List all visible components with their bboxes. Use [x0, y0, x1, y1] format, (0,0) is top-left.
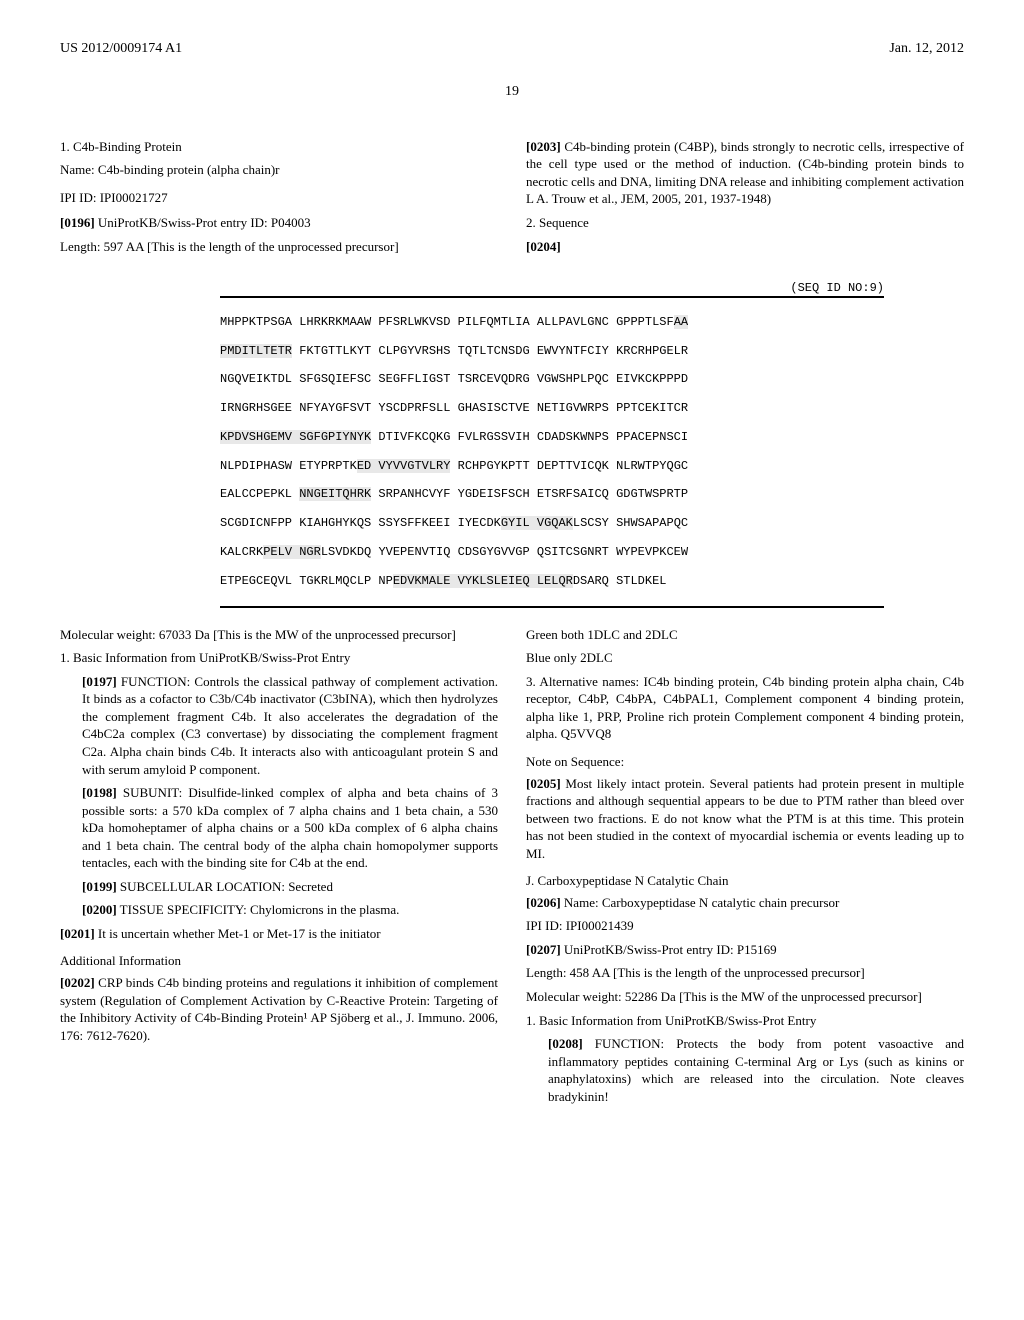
seq-line8a: SCGDICNFPP KIAHGHYKQS SSYSFFKEEI IYECDK: [220, 516, 501, 530]
seq-id-label: (SEQ ID NO:9): [220, 280, 884, 296]
seq-line2b: FKTGTTLKYT CLPGYVRSHS TQTLTCNSDG EWVYNTF…: [292, 344, 688, 358]
right-column-upper: [0203] C4b-binding protein (C4BP), binds…: [526, 138, 964, 262]
section-j-head: J. Carboxypeptidase N Catalytic Chain: [526, 872, 964, 890]
para-0201: [0201] It is uncertain whether Met-1 or …: [60, 925, 498, 943]
left-column-upper: 1. C4b-Binding Protein Name: C4b-binding…: [60, 138, 498, 262]
seq-line7c: SRPANHCVYF YGDEISFSCH ETSRFSAICQ GDGTWSP…: [371, 487, 688, 501]
para-text-0196: UniProtKB/Swiss-Prot entry ID: P04003: [95, 215, 311, 230]
seq-line10b: EDVKMALE VYKLSLEIEQ LELQR: [393, 574, 573, 588]
publication-number: US 2012/0009174 A1: [60, 40, 182, 59]
para-0206: [0206] Name: Carboxypeptidase N catalyti…: [526, 894, 964, 912]
additional-info-head: Additional Information: [60, 952, 498, 970]
para-0208: [0208] FUNCTION: Protects the body from …: [548, 1035, 964, 1105]
j-basic-info-head: 1. Basic Information from UniProtKB/Swis…: [526, 1012, 964, 1030]
para-num-0197: [0197]: [82, 674, 117, 689]
mw-line: Molecular weight: 67033 Da [This is the …: [60, 626, 498, 644]
para-text-0207: UniProtKB/Swiss-Prot entry ID: P15169: [561, 942, 777, 957]
seq-line9a: KALCRK: [220, 545, 263, 559]
page-header: US 2012/0009174 A1 Jan. 12, 2012: [60, 40, 964, 59]
seq-line7a: EALCCPEPKL: [220, 487, 299, 501]
sequence-wrapper: (SEQ ID NO:9) MHPPKTPSGA LHRKRKMAAW PFSR…: [220, 280, 884, 608]
para-num-0206: [0206]: [526, 895, 561, 910]
para-num-0208: [0208]: [548, 1036, 583, 1051]
para-0203: [0203] C4b-binding protein (C4BP), binds…: [526, 138, 964, 208]
para-0205: [0205] Most likely intact protein. Sever…: [526, 775, 964, 863]
lower-columns: Molecular weight: 67033 Da [This is the …: [60, 626, 964, 1112]
seq-line9c: LSVDKDQ YVEPENVTIQ CDSGYGVVGP QSITCSGNRT…: [321, 545, 688, 559]
note-seq-head: Note on Sequence:: [526, 753, 964, 771]
blue-line: Blue only 2DLC: [526, 649, 964, 667]
seq-line10c: DSARQ STLDKEL: [573, 574, 667, 588]
basic-info-head: 1. Basic Information from UniProtKB/Swis…: [60, 649, 498, 667]
alt-names: 3. Alternative names: IC4b binding prote…: [526, 673, 964, 743]
para-num-0198: [0198]: [82, 785, 117, 800]
seq-line5b: DTIVFKCQKG FVLRGSSVIH CDADSKWNPS PPACEPN…: [371, 430, 688, 444]
j-mw: Molecular weight: 52286 Da [This is the …: [526, 988, 964, 1006]
seq-line6b: ED VYVVGTVLRY: [357, 459, 451, 473]
para-0202: [0202] CRP binds C4b binding proteins an…: [60, 974, 498, 1044]
publication-date: Jan. 12, 2012: [889, 40, 964, 59]
seq-line6c: RCHPGYKPTT DEPTTVICQK NLRWTPYQGC: [450, 459, 688, 473]
para-0200: [0200] TISSUE SPECIFICITY: Chylomicrons …: [82, 901, 498, 919]
seq-line8b: GYIL VGQAK: [501, 516, 573, 530]
para-num-0204: [0204]: [526, 239, 561, 254]
section-i-title: 1. C4b-Binding Protein: [60, 138, 498, 156]
upper-columns: 1. C4b-Binding Protein Name: C4b-binding…: [60, 138, 964, 262]
para-0199: [0199] SUBCELLULAR LOCATION: Secreted: [82, 878, 498, 896]
seq-line4: IRNGRHSGEE NFYAYGFSVT YSCDPRFSLL GHASISC…: [220, 401, 688, 415]
j-ipi: IPI ID: IPI00021439: [526, 917, 964, 935]
para-text-0203: C4b-binding protein (C4BP), binds strong…: [526, 139, 964, 207]
para-num-0196: [0196]: [60, 215, 95, 230]
para-text-0208: FUNCTION: Protects the body from potent …: [548, 1036, 964, 1104]
length-line: Length: 597 AA [This is the length of th…: [60, 238, 498, 256]
seq-line1a: MHPPKTPSGA LHRKRKMAAW PFSRLWKVSD PILFQMT…: [220, 315, 674, 329]
para-num-0205: [0205]: [526, 776, 561, 791]
para-text-0198: SUBUNIT: Disulfide-linked complex of alp…: [82, 785, 498, 870]
para-text-0205: Most likely intact protein. Several pati…: [526, 776, 964, 861]
para-text-0206: Name: Carboxypeptidase N catalytic chain…: [561, 895, 840, 910]
para-0198: [0198] SUBUNIT: Disulfide-linked complex…: [82, 784, 498, 872]
para-0197: [0197] FUNCTION: Controls the classical …: [82, 673, 498, 778]
para-num-0207: [0207]: [526, 942, 561, 957]
sequence-head: 2. Sequence: [526, 214, 964, 232]
seq-line7b: NNGEITQHRK: [299, 487, 371, 501]
page-number: 19: [60, 83, 964, 102]
seq-line6a: NLPDIPHASW ETYPRPTK: [220, 459, 357, 473]
para-num-0200: [0200]: [82, 902, 117, 917]
para-num-0199: [0199]: [82, 879, 117, 894]
para-text-0201: It is uncertain whether Met-1 or Met-17 …: [95, 926, 381, 941]
green-line: Green both 1DLC and 2DLC: [526, 626, 964, 644]
para-0207: [0207] UniProtKB/Swiss-Prot entry ID: P1…: [526, 941, 964, 959]
para-num-0202: [0202]: [60, 975, 95, 990]
seq-line5a: KPDVSHGEMV SGFGPIYNYK: [220, 430, 371, 444]
para-text-0200: TISSUE SPECIFICITY: Chylomicrons in the …: [117, 902, 400, 917]
sequence-block: MHPPKTPSGA LHRKRKMAAW PFSRLWKVSD PILFQMT…: [220, 296, 884, 608]
j-length: Length: 458 AA [This is the length of th…: [526, 964, 964, 982]
seq-line9b: PELV NGR: [263, 545, 321, 559]
seq-line3: NGQVEIKTDL SFGSQIEFSC SEGFFLIGST TSRCEVQ…: [220, 372, 688, 386]
ipi-id: IPI ID: IPI00021727: [60, 189, 498, 207]
seq-line2a: PMDITLTETR: [220, 344, 292, 358]
para-num-0201: [0201]: [60, 926, 95, 941]
seq-line8c: LSCSY SHWSAPAPQC: [573, 516, 688, 530]
seq-line10a: ETPEGCEQVL TGKRLMQCLP NP: [220, 574, 393, 588]
para-text-0197: FUNCTION: Controls the classical pathway…: [82, 674, 498, 777]
para-0204: [0204]: [526, 238, 964, 256]
protein-name: Name: C4b-binding protein (alpha chain)r: [60, 161, 498, 179]
right-column-lower: Green both 1DLC and 2DLC Blue only 2DLC …: [526, 626, 964, 1112]
para-0196: [0196] UniProtKB/Swiss-Prot entry ID: P0…: [60, 214, 498, 232]
para-text-0202: CRP binds C4b binding proteins and regul…: [60, 975, 498, 1043]
seq-line1b: AA: [674, 315, 688, 329]
para-text-0199: SUBCELLULAR LOCATION: Secreted: [117, 879, 333, 894]
left-column-lower: Molecular weight: 67033 Da [This is the …: [60, 626, 498, 1112]
para-num-0203: [0203]: [526, 139, 561, 154]
